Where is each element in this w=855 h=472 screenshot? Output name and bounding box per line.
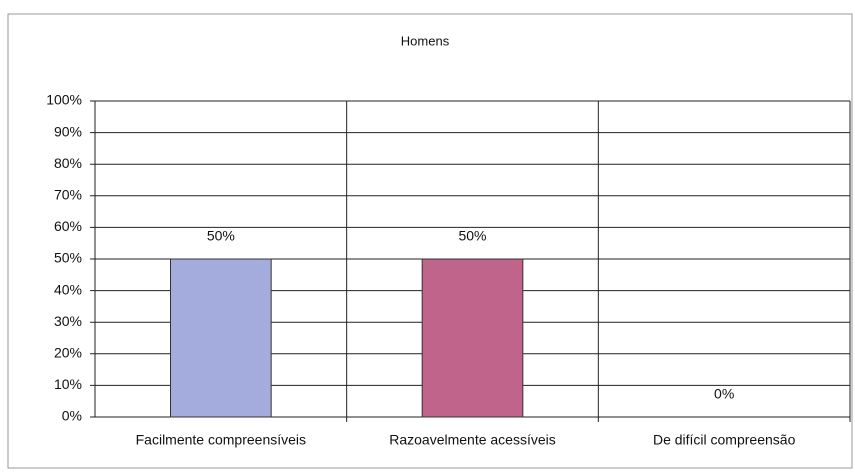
y-tick-label: 90% [54,123,82,139]
y-tick-label: 0% [62,408,82,424]
y-tick-label: 20% [54,345,82,361]
y-tick-label: 100% [46,92,82,108]
y-tick-label: 60% [54,218,82,234]
x-tick-label: De difícil compreensão [653,432,796,448]
bar [421,258,524,418]
x-tick-label: Razoavelmente acessíveis [389,432,556,448]
data-label: 50% [207,228,235,244]
x-tick-label: Facilmente compreensíveis [136,432,306,448]
y-tick-label: 10% [54,376,82,392]
y-tick-label: 80% [54,155,82,171]
bar [170,258,272,418]
data-label: 0% [714,386,734,402]
data-label: 50% [458,228,486,244]
chart-title: Homens [401,33,450,48]
y-tick-label: 70% [54,187,82,203]
y-tick-label: 50% [54,250,82,266]
y-tick-label: 40% [54,281,82,297]
y-tick-label: 30% [54,313,82,329]
